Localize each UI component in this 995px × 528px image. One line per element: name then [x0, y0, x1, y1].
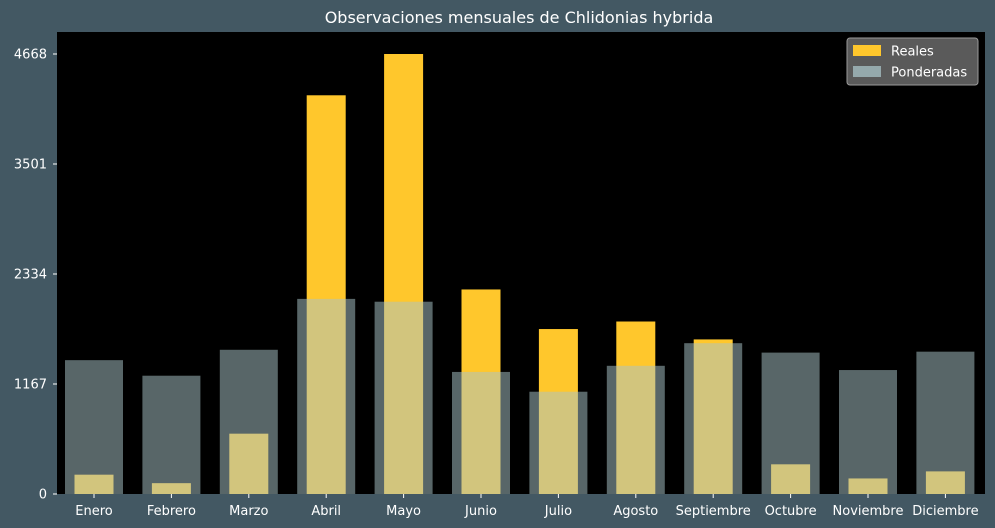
x-tick-label: Mayo [386, 504, 421, 519]
bar-ponderadas-febrero [142, 375, 201, 494]
plot-area [57, 32, 985, 494]
legend-swatch-reales [853, 45, 881, 56]
x-axis: Enero Febrero Marzo Abril Mayo Junio Julio Agos… [75, 494, 979, 519]
y-axis: 0 1167 2334 3501 4668 [14, 48, 57, 503]
x-tick-label: Noviembre [833, 504, 904, 519]
series-ponderadas [65, 298, 975, 494]
legend-label-ponderadas: Ponderadas [891, 66, 967, 81]
x-tick-label: Junio [464, 504, 497, 519]
y-tick-label: 4668 [14, 48, 47, 63]
bar-ponderadas-enero [65, 360, 123, 494]
bar-ponderadas-diciembre [916, 351, 975, 494]
x-tick-label: Enero [75, 504, 113, 519]
bar-ponderadas-octubre [761, 352, 820, 494]
x-tick-label: Agosto [613, 504, 658, 519]
bar-ponderadas-mayo [374, 301, 433, 494]
bar-ponderadas-marzo [219, 349, 278, 494]
x-tick-label: Abril [311, 504, 341, 519]
legend-swatch-ponderadas [853, 66, 881, 77]
x-tick-label: Octubre [765, 504, 817, 519]
x-tick-label: Diciembre [912, 504, 978, 519]
y-tick-label: 1167 [14, 378, 47, 393]
y-tick-label: 0 [39, 488, 47, 503]
legend-label-reales: Reales [891, 45, 934, 60]
x-tick-label: Septiembre [676, 504, 751, 519]
chart-title: Observaciones mensuales de Chlidonias hy… [325, 8, 714, 27]
x-tick-label: Febrero [147, 504, 196, 519]
bar-ponderadas-abril [297, 298, 356, 494]
bar-ponderadas-septiembre [684, 343, 743, 494]
bar-ponderadas-julio [529, 391, 588, 494]
y-tick-label: 3501 [14, 158, 47, 173]
x-tick-label: Marzo [229, 504, 268, 519]
bar-ponderadas-agosto [606, 365, 665, 494]
y-tick-label: 2334 [14, 268, 47, 283]
legend: Reales Ponderadas [846, 37, 979, 86]
bar-ponderadas-noviembre [839, 370, 897, 494]
bar-ponderadas-junio [452, 371, 510, 494]
x-tick-label: Julio [544, 504, 572, 519]
